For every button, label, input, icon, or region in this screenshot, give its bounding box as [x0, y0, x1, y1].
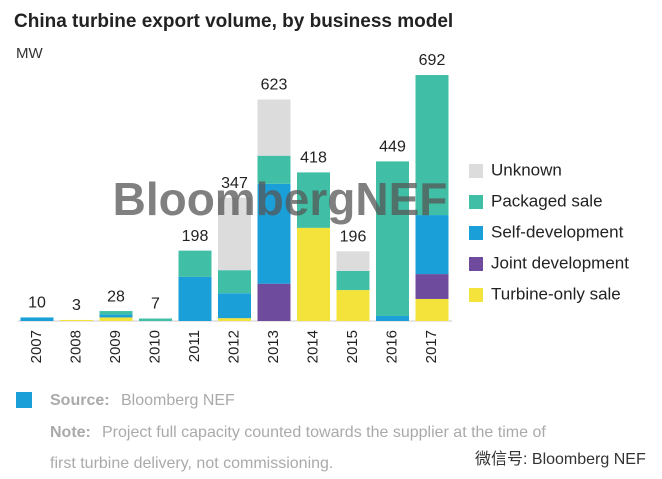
- bar-segment: [218, 197, 251, 271]
- bar-segment: [218, 270, 251, 294]
- x-tick-label: 2017: [423, 330, 440, 363]
- bar-segment: [336, 270, 370, 291]
- bar-segment: [99, 311, 133, 315]
- x-tick-label: 2009: [107, 330, 124, 363]
- bar-segment: [178, 276, 212, 321]
- bar-segment: [336, 251, 370, 271]
- x-tick-label: 2014: [304, 330, 321, 363]
- bar-segment: [60, 319, 93, 321]
- total-label: 623: [261, 77, 288, 94]
- x-tick-label: 2015: [344, 330, 361, 363]
- bar-segment: [336, 290, 370, 321]
- legend-swatch: [469, 257, 483, 271]
- x-tick-label: 2008: [67, 330, 84, 363]
- unit-label: MW: [16, 45, 43, 62]
- source-icon: [16, 392, 32, 408]
- bar-segment: [99, 317, 133, 321]
- bar-segment: [218, 293, 251, 319]
- total-label: 418: [300, 150, 327, 167]
- x-tick-label: 2007: [28, 330, 45, 363]
- legend-label: Packaged sale: [491, 191, 603, 210]
- legend-swatch: [469, 164, 483, 178]
- total-label: 196: [340, 229, 367, 246]
- bar-segment: [257, 283, 291, 321]
- x-tick-label: 2016: [383, 330, 400, 363]
- legend-swatch: [469, 226, 483, 240]
- bar-segment: [415, 274, 449, 299]
- bar-segment: [376, 316, 409, 321]
- total-label: 7: [151, 296, 160, 313]
- total-label: 3: [72, 297, 81, 314]
- total-label: 449: [379, 139, 406, 156]
- watermark: BloombergNEF: [113, 173, 448, 225]
- legend-label: Unknown: [491, 160, 562, 179]
- note-text: Project full capacity counted towards th…: [102, 424, 546, 441]
- note-text: first turbine delivery, not commissionin…: [50, 455, 333, 472]
- total-label: 198: [182, 228, 209, 245]
- wechat-label: 微信号: Bloomberg NEF: [475, 450, 646, 468]
- legend-label: Self-development: [491, 222, 624, 241]
- bar-segment: [297, 172, 330, 228]
- bar-segment: [139, 318, 172, 321]
- bar-segment: [415, 298, 449, 321]
- chart-title: China turbine export volume, by business…: [14, 11, 453, 32]
- x-tick-label: 2012: [225, 330, 242, 363]
- bar-segment: [257, 99, 291, 156]
- legend-label: Joint development: [491, 253, 629, 272]
- bar-segment: [218, 318, 251, 321]
- bar-segment: [297, 227, 330, 321]
- bar-segment: [415, 75, 449, 216]
- note-label: Note:: [50, 424, 91, 441]
- bar-segment: [99, 314, 133, 318]
- x-tick-label: 2010: [146, 330, 163, 363]
- legend-swatch: [469, 288, 483, 302]
- x-tick-label: 2013: [265, 330, 282, 363]
- source-text: Bloomberg NEF: [121, 392, 235, 409]
- legend-swatch: [469, 195, 483, 209]
- legend-label: Turbine-only sale: [491, 284, 621, 303]
- bar-segment: [415, 215, 449, 275]
- total-label: 692: [419, 52, 446, 69]
- x-tick-label: 2011: [186, 330, 203, 362]
- source-label: Source:: [50, 392, 110, 409]
- total-label: 10: [28, 295, 46, 312]
- bar-segment: [376, 161, 409, 317]
- total-label: 347: [221, 175, 248, 192]
- bar-segment: [257, 183, 291, 284]
- bar-segment: [178, 250, 212, 277]
- bar-segment: [20, 317, 54, 321]
- bar-segment: [257, 155, 291, 184]
- total-label: 28: [107, 288, 125, 305]
